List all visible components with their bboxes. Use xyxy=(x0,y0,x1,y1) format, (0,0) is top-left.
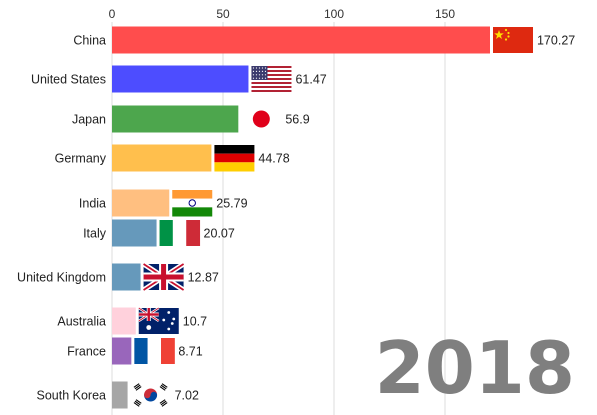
bar xyxy=(112,337,132,365)
x-tick-label: 150 xyxy=(435,7,455,21)
usa-flag-icon xyxy=(251,66,292,92)
value-label: 7.02 xyxy=(175,389,199,403)
category-label: South Korea xyxy=(37,389,107,403)
bar xyxy=(112,189,170,217)
france-flag-icon xyxy=(134,338,175,364)
australia-flag-icon xyxy=(138,306,179,334)
category-label: United Kingdom xyxy=(17,271,106,285)
value-label: 10.7 xyxy=(183,315,207,329)
category-label: China xyxy=(73,34,106,48)
india-flag-icon xyxy=(172,190,213,217)
category-label: United States xyxy=(31,73,106,87)
bar xyxy=(112,263,141,291)
china-flag-icon xyxy=(492,27,533,53)
category-label: India xyxy=(79,197,106,211)
bars: China 170.27 United States 61.47 Japan 56.9 Ge… xyxy=(17,26,575,409)
x-axis-ticks: 0 50 100 150 xyxy=(109,7,456,21)
bar xyxy=(112,307,136,335)
category-label: France xyxy=(67,345,106,359)
value-label: 61.47 xyxy=(295,73,326,87)
x-tick-label: 0 xyxy=(109,7,116,21)
category-label: Italy xyxy=(83,227,107,241)
category-label: Australia xyxy=(57,315,106,329)
italy-flag-icon xyxy=(159,220,201,246)
x-tick-label: 100 xyxy=(324,7,344,21)
germany-flag-icon xyxy=(214,145,255,172)
year-label: 2018 xyxy=(375,326,575,410)
value-label: 25.79 xyxy=(216,197,247,211)
x-tick-label: 50 xyxy=(216,7,230,21)
bar xyxy=(112,26,490,54)
bar xyxy=(112,219,157,247)
value-label: 20.07 xyxy=(204,227,235,241)
category-label: Germany xyxy=(55,152,107,166)
value-label: 170.27 xyxy=(537,34,575,48)
south-korea-flag-icon xyxy=(130,382,171,408)
value-label: 44.78 xyxy=(258,152,289,166)
bar xyxy=(112,381,128,409)
bar xyxy=(112,144,212,172)
value-label: 12.87 xyxy=(188,271,219,285)
bar xyxy=(112,105,239,133)
japan-flag-icon xyxy=(241,106,282,132)
category-label: Japan xyxy=(72,113,106,127)
bar xyxy=(112,65,249,93)
value-label: 8.71 xyxy=(178,345,202,359)
uk-flag-icon xyxy=(142,261,185,293)
value-label: 56.9 xyxy=(285,113,309,127)
